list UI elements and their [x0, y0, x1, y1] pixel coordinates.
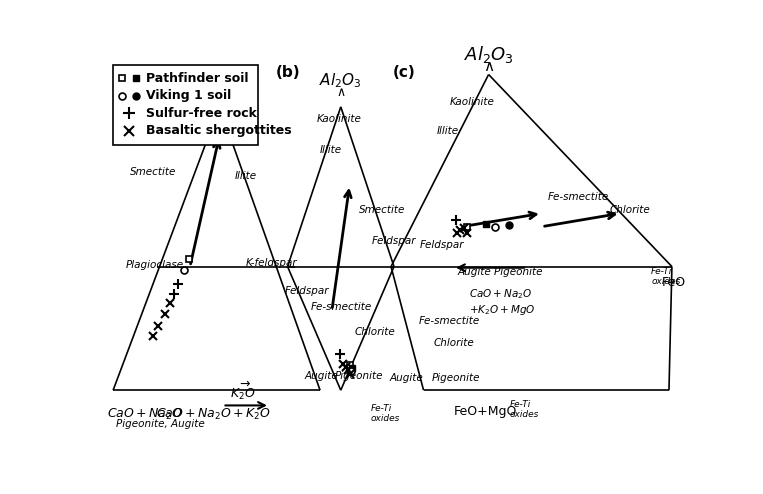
- Text: Basaltic shergottites: Basaltic shergottites: [146, 124, 291, 137]
- Text: $\wedge$: $\wedge$: [214, 83, 225, 98]
- Text: Sulfur-free rock: Sulfur-free rock: [146, 107, 256, 120]
- Text: Fe-Ti
oxides: Fe-Ti oxides: [370, 404, 400, 423]
- Text: $\wedge$: $\wedge$: [483, 59, 494, 74]
- Text: $Al_2O_3$: $Al_2O_3$: [195, 67, 244, 88]
- Text: Pathfinder soil: Pathfinder soil: [146, 72, 248, 85]
- Text: Augite Pigeonite: Augite Pigeonite: [457, 267, 542, 277]
- Text: Fe-smectite: Fe-smectite: [418, 316, 479, 326]
- Text: Chlorite: Chlorite: [433, 338, 475, 348]
- Text: $CaO+Na_2O+K_2O$: $CaO+Na_2O+K_2O$: [156, 408, 271, 422]
- Text: Augite: Augite: [389, 373, 423, 383]
- Text: FeO: FeO: [662, 276, 686, 289]
- Text: Chlorite: Chlorite: [610, 205, 651, 215]
- Text: $CaO+Na_2O$
$+K_2O+MgO$: $CaO+Na_2O$ $+K_2O+MgO$: [469, 288, 536, 317]
- Text: Pigeonite, Augite: Pigeonite, Augite: [116, 419, 204, 429]
- Text: Kaolinite: Kaolinite: [317, 115, 362, 124]
- Text: Kaolinite, Chlorite: Kaolinite, Chlorite: [160, 129, 252, 139]
- Text: $\wedge$: $\wedge$: [336, 86, 346, 99]
- Text: Fe-Ti
oxides: Fe-Ti oxides: [510, 400, 539, 419]
- Text: (a): (a): [137, 65, 161, 80]
- Text: Illite: Illite: [320, 145, 342, 155]
- Text: Illite: Illite: [234, 171, 256, 181]
- Text: Plagioclase: Plagioclase: [126, 260, 184, 270]
- Text: Chlorite: Chlorite: [354, 327, 395, 337]
- Text: $CaO+Na_2O$: $CaO+Na_2O$: [107, 408, 183, 422]
- Text: Feldspar: Feldspar: [420, 240, 464, 250]
- Text: K-feldspar: K-feldspar: [246, 258, 298, 268]
- Text: FeO+MgO: FeO+MgO: [454, 406, 517, 418]
- Text: $Al_2O_3$: $Al_2O_3$: [320, 71, 362, 90]
- Text: Smectite: Smectite: [359, 205, 405, 215]
- Text: Viking 1 soil: Viking 1 soil: [146, 89, 231, 102]
- Text: Feldspar: Feldspar: [285, 287, 329, 296]
- Text: Augite: Augite: [304, 370, 339, 381]
- Text: Smectite: Smectite: [130, 167, 176, 177]
- Text: Pigeonite: Pigeonite: [335, 370, 383, 381]
- Text: (c): (c): [393, 65, 416, 80]
- Text: $\overrightarrow{K_2O}$: $\overrightarrow{K_2O}$: [230, 380, 256, 403]
- Text: Illite: Illite: [437, 126, 459, 136]
- Text: Fe-Ti
oxides: Fe-Ti oxides: [652, 267, 681, 286]
- Text: Fe-smectite: Fe-smectite: [548, 192, 609, 202]
- Text: (b): (b): [275, 65, 301, 80]
- Bar: [113, 65, 258, 145]
- Text: Feldspar: Feldspar: [372, 236, 417, 246]
- Text: Fe-smectite: Fe-smectite: [311, 302, 372, 312]
- Text: $Al_2O_3$: $Al_2O_3$: [464, 44, 513, 65]
- Text: Pigeonite: Pigeonite: [431, 373, 480, 383]
- Text: Kaolinite: Kaolinite: [450, 97, 495, 107]
